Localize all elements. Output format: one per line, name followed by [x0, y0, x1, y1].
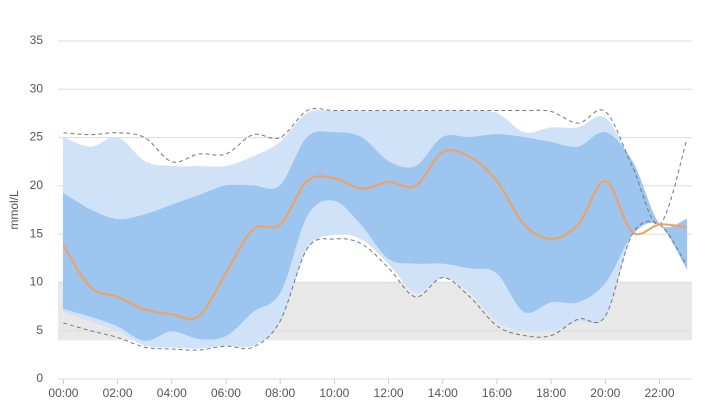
x-tick-label: 02:00: [103, 386, 133, 400]
x-tick-label: 00:00: [48, 386, 78, 400]
x-tick-label: 14:00: [428, 386, 458, 400]
x-tick-label: 12:00: [374, 386, 404, 400]
y-tick-label: 30: [30, 81, 44, 95]
x-tick-label: 06:00: [211, 386, 241, 400]
median-line: [62, 149, 687, 321]
percentile-band: [62, 131, 688, 341]
x-tick-label: 04:00: [157, 386, 187, 400]
extreme-line: [63, 220, 687, 351]
y-tick-label: 25: [30, 130, 44, 144]
x-tick-label: 22:00: [644, 386, 674, 400]
x-tick-label: 16:00: [482, 386, 512, 400]
y-tick-label: 5: [36, 323, 43, 337]
y-tick-label: 10: [30, 275, 44, 289]
y-tick-label: 20: [30, 178, 44, 192]
x-tick-label: 20:00: [590, 386, 620, 400]
y-axis-label: mmol/L: [7, 190, 21, 230]
y-tick-label: 0: [36, 371, 43, 385]
x-tick-label: 08:00: [265, 386, 295, 400]
y-tick-label: 35: [30, 33, 44, 47]
extreme-line: [63, 108, 688, 225]
x-tick-label: 18:00: [536, 386, 566, 400]
x-tick-label: 10:00: [319, 386, 349, 400]
y-tick-label: 15: [30, 226, 44, 240]
